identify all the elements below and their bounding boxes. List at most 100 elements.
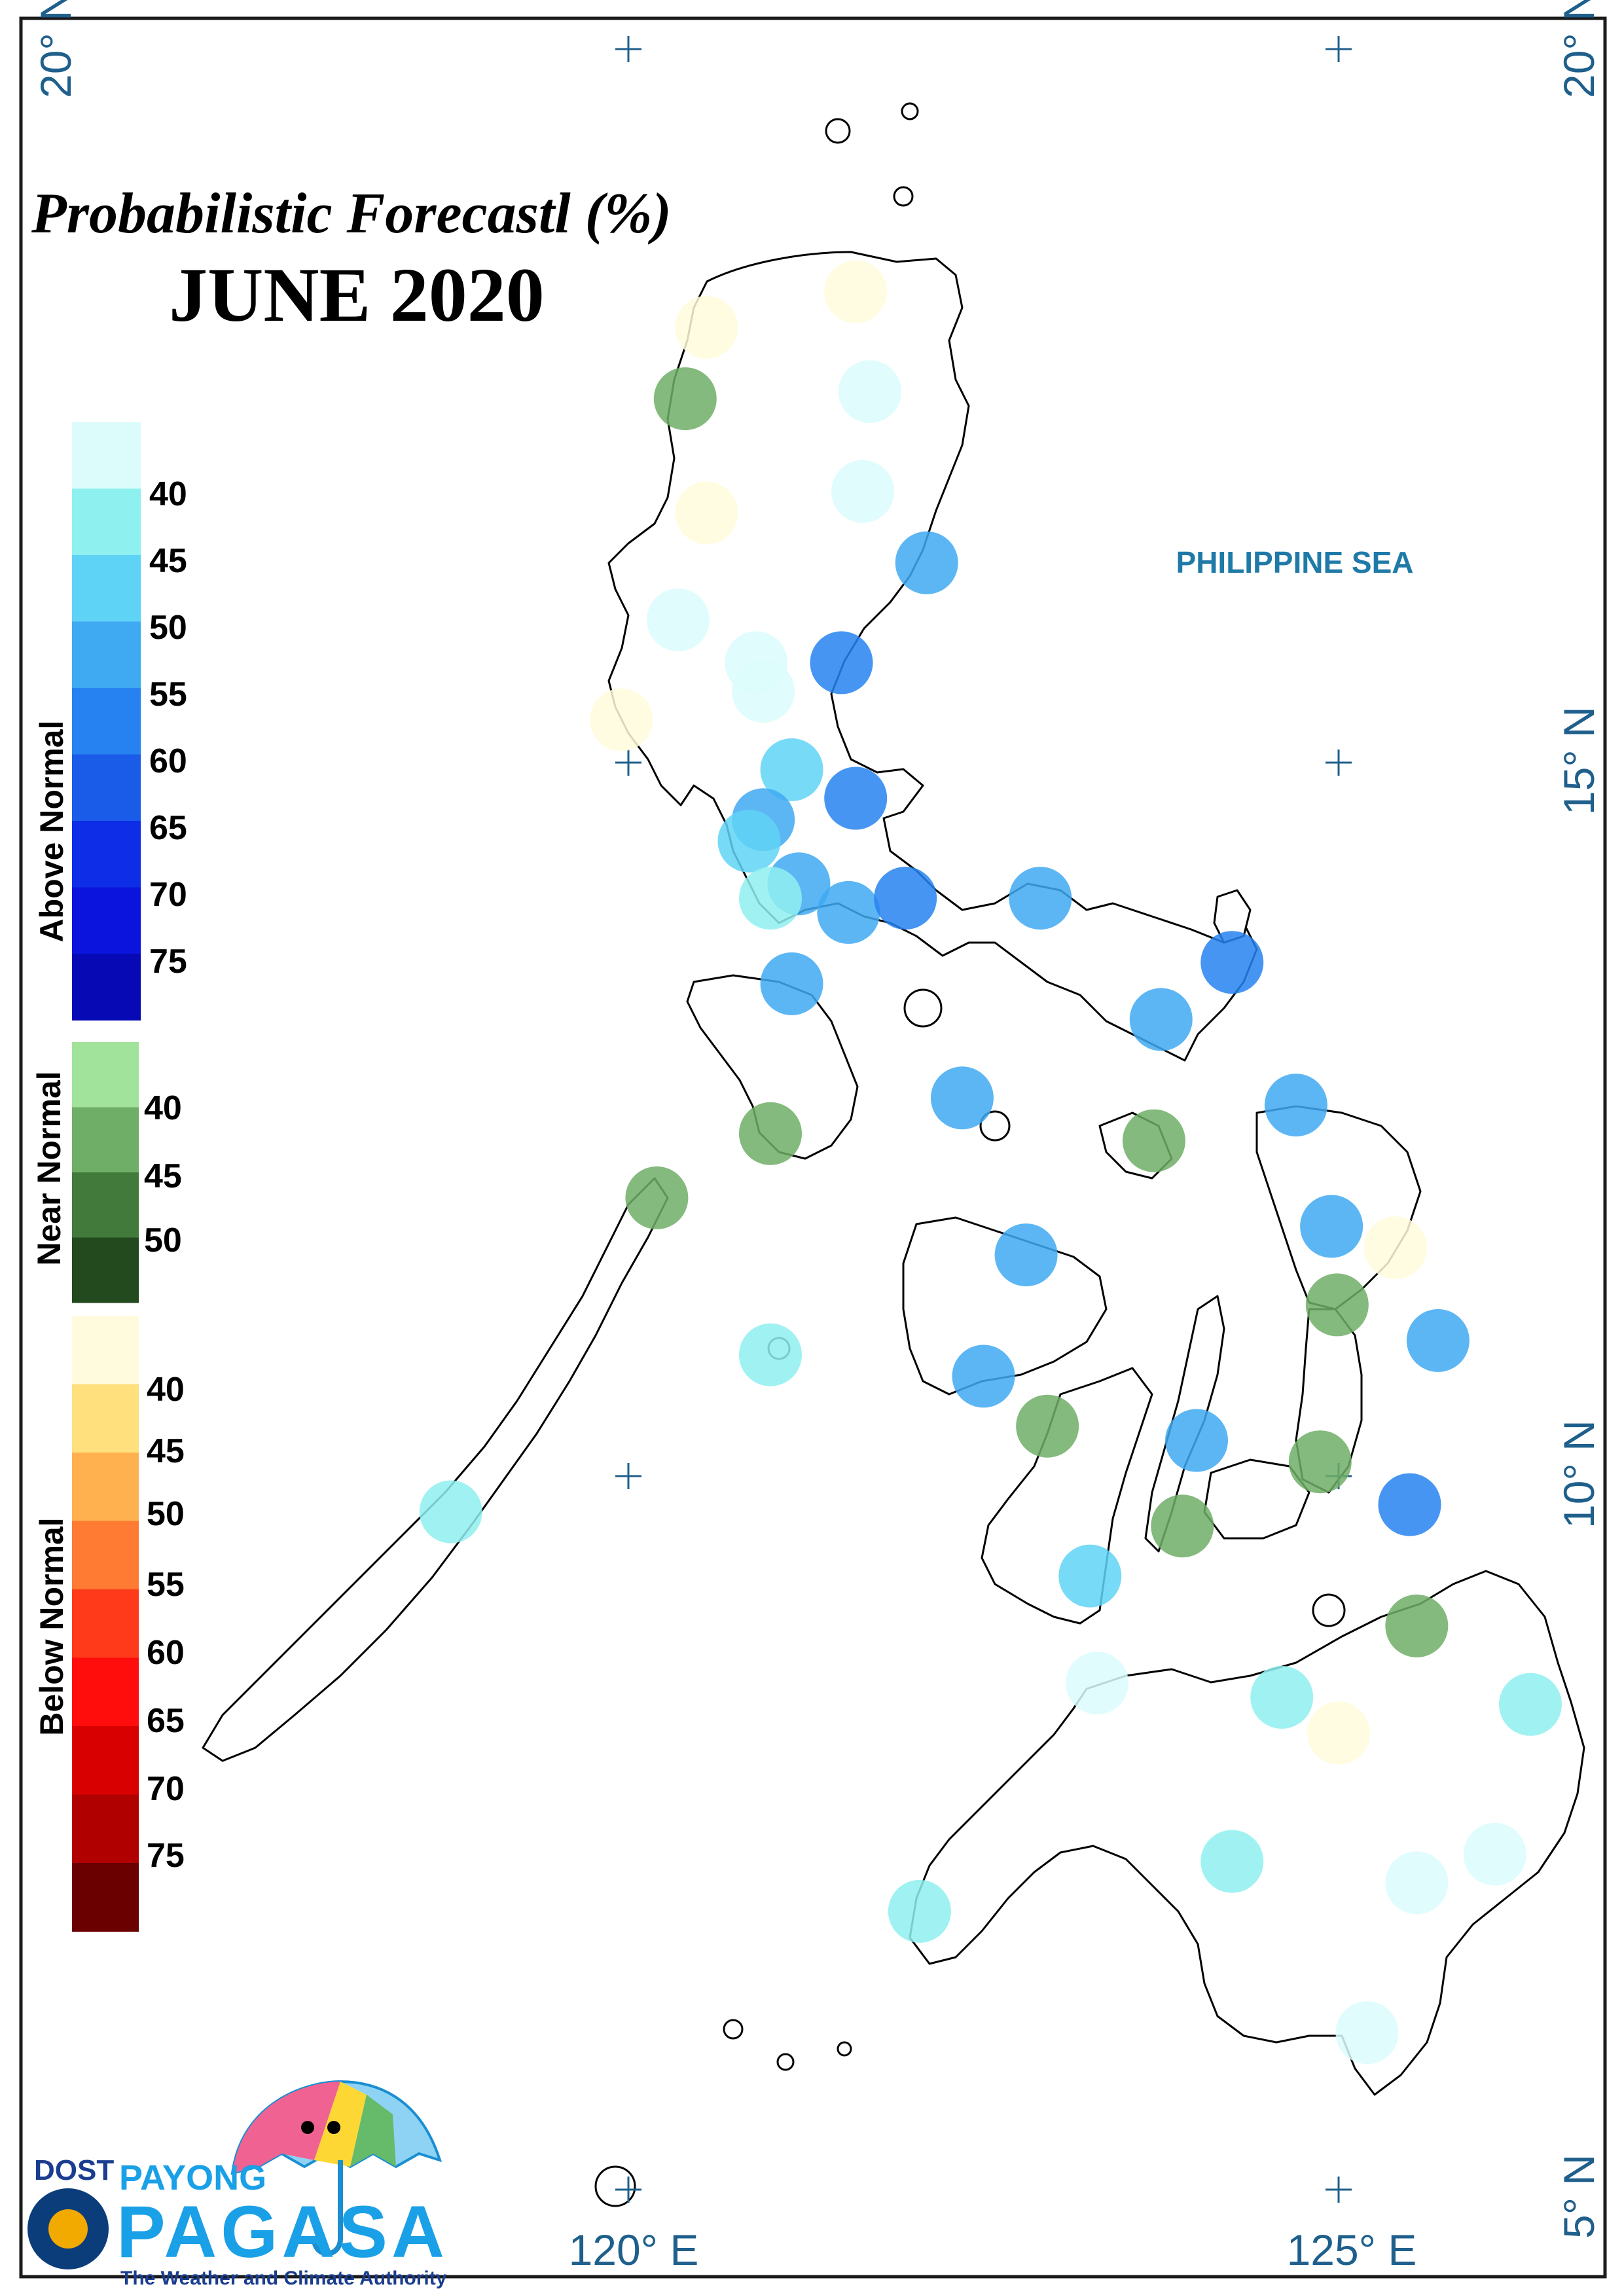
legend-below-tick: 55 <box>147 1566 185 1604</box>
legend-below-tick: 60 <box>147 1634 185 1672</box>
station-marker <box>675 481 738 545</box>
legend-above-tick: 70 <box>149 876 187 914</box>
umbrella-eye <box>301 2121 314 2134</box>
islet <box>825 118 851 144</box>
station-marker <box>1250 1665 1314 1729</box>
legend-above-swatch <box>72 754 141 822</box>
legend-above-tick: 40 <box>149 475 187 513</box>
legend-above-tick: 50 <box>149 609 187 647</box>
legend-near-label: Near Normal <box>31 1071 67 1265</box>
logo-payong: PAYONG <box>119 2158 266 2197</box>
logo-tagline: The Weather and Climate Authority <box>120 2268 447 2289</box>
logo-pagasa: PAGASA <box>117 2191 448 2273</box>
legend-above-swatch <box>72 621 141 689</box>
legend-above-swatch <box>72 954 141 1021</box>
station-marker <box>739 867 802 930</box>
legend-above-swatch <box>72 688 141 755</box>
umbrella-handle <box>312 2160 343 2256</box>
legend-near-swatch <box>72 1237 139 1303</box>
map-frame <box>19 16 1607 2279</box>
legend-below-tick: 70 <box>147 1770 185 1808</box>
islet <box>1312 1593 1346 1627</box>
legend-below-swatch <box>72 1726 139 1795</box>
umbrella-segment <box>350 2095 396 2167</box>
station-marker <box>1385 1594 1449 1657</box>
station-marker <box>739 1323 802 1386</box>
legend-near-tick: 45 <box>144 1157 182 1195</box>
legend-above-label: Above Normal <box>33 721 70 943</box>
station-marker <box>888 1879 951 1943</box>
station-marker <box>1264 1074 1327 1137</box>
station-marker <box>419 1480 482 1544</box>
station-marker <box>1009 867 1072 930</box>
station-marker <box>760 738 823 801</box>
palawan-landmass <box>202 1177 669 1762</box>
legend-below-swatch <box>72 1453 139 1521</box>
station-marker <box>653 367 717 431</box>
pagasa-logo: DOST PAYONG PAGASA The Weather and Clima… <box>27 2080 448 2289</box>
islet <box>723 2019 744 2040</box>
legend-below-tick: 65 <box>147 1702 185 1740</box>
station-marker <box>1200 1830 1264 1893</box>
legend-below-swatch <box>72 1589 139 1658</box>
station-marker <box>1165 1409 1228 1472</box>
legend-near-tick: 40 <box>144 1089 182 1127</box>
islet <box>893 186 914 207</box>
station-marker <box>590 688 653 751</box>
legend-below-swatches <box>72 1316 139 1932</box>
station-marker <box>1363 1216 1427 1280</box>
islet <box>594 2165 636 2207</box>
station-marker <box>732 660 795 723</box>
station-marker <box>1016 1394 1079 1458</box>
legend-near-tick: 50 <box>144 1221 182 1259</box>
station-marker <box>874 867 937 930</box>
station-marker <box>760 952 823 1015</box>
station-marker <box>625 1166 689 1229</box>
legend-below-swatch <box>72 1384 139 1453</box>
station-marker <box>838 360 901 424</box>
lat-label-right-10: 10° N <box>1555 1420 1603 1528</box>
station-marker <box>1058 1544 1122 1608</box>
legend-above-swatch <box>72 488 141 556</box>
station-marker <box>1288 1430 1352 1494</box>
legend-near-swatch <box>72 1042 139 1108</box>
station-marker <box>1463 1822 1526 1886</box>
legend-near-swatch <box>72 1107 139 1173</box>
legend-above-swatch <box>72 422 141 489</box>
legend-below-swatch <box>72 1521 139 1590</box>
islet <box>903 988 943 1028</box>
lat-label-right-5: 5° N <box>1555 2154 1603 2239</box>
station-marker <box>1498 1672 1562 1736</box>
lat-label-right-20: 20° N <box>1555 0 1603 98</box>
umbrella-segment <box>232 2082 340 2173</box>
legend-below-swatch <box>72 1657 139 1727</box>
station-marker <box>810 631 873 695</box>
umbrella-eye <box>327 2121 340 2134</box>
legend-below-swatch <box>72 1863 139 1932</box>
negros-landmass <box>981 1367 1153 1625</box>
station-marker <box>831 460 895 523</box>
legend-above-normal: Above Normal 40 45 50 55 60 65 70 75 <box>33 422 187 1021</box>
dost-emblem-icon <box>48 2209 88 2249</box>
legend-above-swatch <box>72 555 141 622</box>
legend-below-tick: 40 <box>147 1371 185 1409</box>
logo-dost: DOST <box>34 2154 114 2186</box>
legend-below-tick: 45 <box>147 1432 185 1470</box>
station-marker <box>994 1223 1058 1287</box>
legend-below-tick: 75 <box>147 1837 185 1875</box>
legend: Above Normal 40 45 50 55 60 65 70 75 Nea… <box>31 422 187 1932</box>
legend-above-tick: 45 <box>149 542 187 580</box>
lon-label-120: 120° E <box>569 2226 699 2274</box>
station-marker <box>930 1066 994 1130</box>
station-marker <box>739 1102 802 1165</box>
station-marker <box>817 880 880 944</box>
legend-above-tick: 75 <box>149 943 187 981</box>
stations-layer <box>419 260 1562 2065</box>
station-marker <box>675 296 738 359</box>
legend-above-tick: 55 <box>149 676 187 714</box>
station-marker <box>1335 2001 1399 2065</box>
legend-near-normal: Near Normal 40 45 50 <box>31 1042 182 1303</box>
station-marker <box>952 1345 1015 1408</box>
station-marker <box>1378 1473 1441 1536</box>
legend-below-swatch <box>72 1794 139 1864</box>
